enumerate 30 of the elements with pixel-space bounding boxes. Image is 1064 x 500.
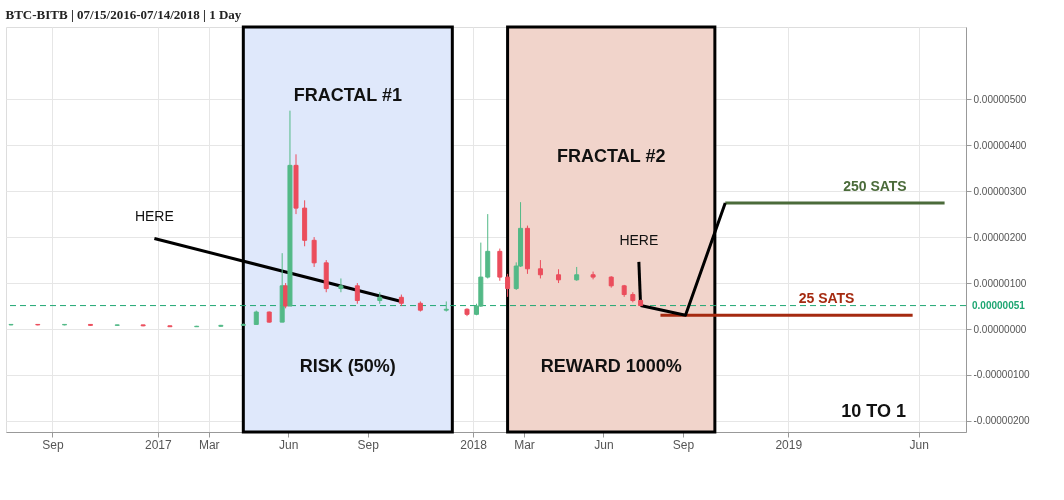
y-tick-label: 0.00000200	[973, 231, 1027, 243]
annotation: HERE	[619, 231, 659, 248]
ref-line-label: 0.00000051	[972, 299, 1026, 311]
y-tick-label: 0.00000500	[973, 93, 1027, 105]
y-tick-label: 0.00000000	[973, 323, 1027, 335]
chart-title: BTC-BITB | 07/15/2016-07/14/2018 | 1 Day	[5, 6, 242, 22]
annotation: RISK (50%)	[299, 356, 396, 377]
x-tick-label: Jun	[909, 437, 929, 452]
x-tick-label: Sep	[672, 437, 695, 452]
y-tick-label: 0.00000100	[973, 277, 1027, 289]
y-tick-label: -0.00000100	[973, 369, 1031, 381]
x-tick-label: 2019	[775, 437, 803, 452]
x-tick-label: 2018	[460, 437, 488, 452]
y-tick-label: 0.00000300	[973, 185, 1027, 197]
x-tick-label: 2017	[144, 437, 172, 452]
x-tick-label: Mar	[198, 437, 220, 452]
annotation: FRACTAL #2	[557, 145, 666, 166]
y-tick-label: 0.00000400	[973, 139, 1027, 151]
y-tick-label: -0.00000200	[973, 415, 1031, 427]
series-label: 25 SATS	[798, 290, 855, 307]
series-label: 250 SATS	[843, 178, 907, 195]
annotation: 10 TO 1	[841, 400, 906, 421]
x-tick-label: Sep	[357, 437, 380, 452]
x-tick-label: Jun	[594, 437, 614, 452]
x-tick-label: Jun	[279, 437, 299, 452]
x-tick-label: Mar	[514, 437, 535, 452]
annotation: HERE	[134, 208, 174, 225]
annotation: FRACTAL #1	[293, 84, 402, 105]
annotation: REWARD 1000%	[540, 356, 682, 377]
x-tick-label: Sep	[42, 437, 64, 452]
